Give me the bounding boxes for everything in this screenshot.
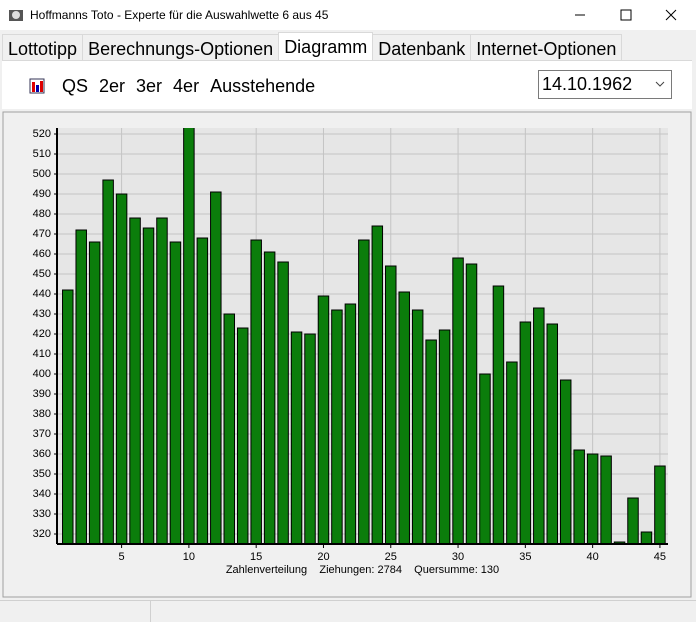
- bar: [398, 291, 410, 544]
- bar: [586, 453, 599, 544]
- bar: [492, 285, 505, 544]
- bar: [411, 309, 424, 544]
- y-tick-label: 450: [33, 268, 51, 280]
- bar: [506, 361, 518, 544]
- bar: [129, 217, 141, 544]
- bar: [250, 239, 262, 544]
- x-tick-label: 25: [385, 551, 397, 563]
- bar: [331, 309, 343, 544]
- tab[interactable]: Lottotipp: [2, 34, 84, 63]
- bar: [573, 449, 585, 544]
- y-tick-label: 340: [33, 488, 51, 500]
- toolbar: QS 2er 3er 4er Ausstehende 14.10.1962: [2, 60, 692, 109]
- bar: [142, 227, 155, 544]
- y-tick-label: 480: [33, 208, 51, 220]
- tab[interactable]: Berechnungs-Optionen: [82, 34, 280, 63]
- bar: [210, 191, 222, 544]
- toolbar-button[interactable]: 3er: [136, 76, 163, 96]
- tab[interactable]: Internet-Optionen: [470, 34, 623, 63]
- y-tick-label: 520: [33, 128, 51, 140]
- app-icon: [9, 10, 23, 21]
- bar: [115, 193, 128, 544]
- bar: [600, 455, 612, 544]
- bar: [236, 327, 249, 544]
- bar: [304, 333, 316, 544]
- y-tick-label: 360: [33, 448, 51, 460]
- y-tick-label: 430: [33, 308, 51, 320]
- y-tick-label: 380: [33, 408, 51, 420]
- toolbar-button[interactable]: QS: [62, 76, 89, 96]
- bar: [559, 379, 572, 544]
- status-bar: [0, 600, 696, 622]
- bar: [263, 251, 276, 544]
- x-tick-label: 5: [119, 551, 125, 563]
- bar: [62, 289, 74, 544]
- bar: [452, 257, 464, 544]
- bars: [62, 128, 666, 544]
- bar: [358, 239, 370, 544]
- bar: [183, 128, 195, 544]
- x-tick-label: 10: [183, 551, 195, 563]
- y-tick-label: 440: [33, 288, 51, 300]
- window-title: Hoffmanns Toto - Experte für die Auswahl…: [30, 8, 329, 22]
- x-tick-label: 45: [654, 551, 666, 563]
- bar: [317, 295, 330, 544]
- tab-bar: Lottotipp Berechnungs-Optionen Diagramm Dat…: [2, 32, 623, 65]
- y-tick-label: 410: [33, 348, 51, 360]
- y-tick-label: 400: [33, 368, 51, 380]
- bar: [223, 313, 236, 544]
- x-tick-label: 30: [452, 551, 464, 563]
- y-tick-label: 460: [33, 248, 51, 260]
- bar: [479, 373, 491, 544]
- toolbar-button[interactable]: 2er: [99, 76, 126, 96]
- x-tick-label: 15: [250, 551, 262, 563]
- bar: [277, 261, 289, 544]
- y-tick-label: 350: [33, 468, 51, 480]
- toolbar-icon[interactable]: [28, 77, 46, 95]
- y-tick-label: 370: [33, 428, 51, 440]
- tab[interactable]: Datenbank: [372, 34, 472, 63]
- bar: [156, 217, 168, 544]
- y-tick-label: 320: [33, 528, 51, 540]
- x-tick-label: 40: [587, 551, 599, 563]
- y-tick-label: 390: [33, 388, 51, 400]
- bar: [75, 229, 87, 544]
- bar: [519, 321, 532, 544]
- bar: [371, 225, 384, 544]
- bar: [344, 303, 357, 544]
- bar: [533, 307, 545, 544]
- y-tick-label: 420: [33, 328, 51, 340]
- tab[interactable]: Diagramm: [278, 32, 374, 63]
- chart: 320 330 340 350 360 370 380 390 400 410 420 430 440 4…: [2, 111, 692, 598]
- x-axis-label: Zahlenverteilung Ziehungen: 2784 Quersum…: [226, 564, 499, 576]
- bar: [546, 323, 559, 544]
- bar: [196, 237, 209, 544]
- bar: [290, 331, 303, 544]
- y-tick-label: 500: [33, 168, 51, 180]
- bar: [438, 329, 451, 544]
- window-controls[interactable]: [560, 0, 696, 30]
- bar: [627, 497, 639, 544]
- bar: [169, 241, 182, 544]
- x-tick-label: 35: [519, 551, 531, 563]
- dropdown-arrow: [655, 81, 665, 87]
- x-tick-label: 20: [317, 551, 329, 563]
- bar: [640, 531, 653, 544]
- bar: [654, 465, 666, 544]
- bar: [385, 265, 397, 544]
- y-tick-label: 330: [33, 508, 51, 520]
- title-bar: Hoffmanns Toto - Experte für die Auswahl…: [0, 0, 696, 30]
- toolbar-button[interactable]: 4er: [173, 76, 200, 96]
- bar: [425, 339, 437, 544]
- bar: [465, 263, 478, 544]
- bar: [88, 241, 101, 544]
- y-tick-label: 490: [33, 188, 51, 200]
- y-tick-label: 510: [33, 148, 51, 160]
- date-dropdown[interactable]: 14.10.1962: [538, 70, 672, 99]
- toolbar-button[interactable]: Ausstehende: [210, 76, 316, 96]
- bar: [102, 179, 114, 544]
- date-value: 14.10.1962: [542, 74, 633, 94]
- y-tick-label: 470: [33, 228, 51, 240]
